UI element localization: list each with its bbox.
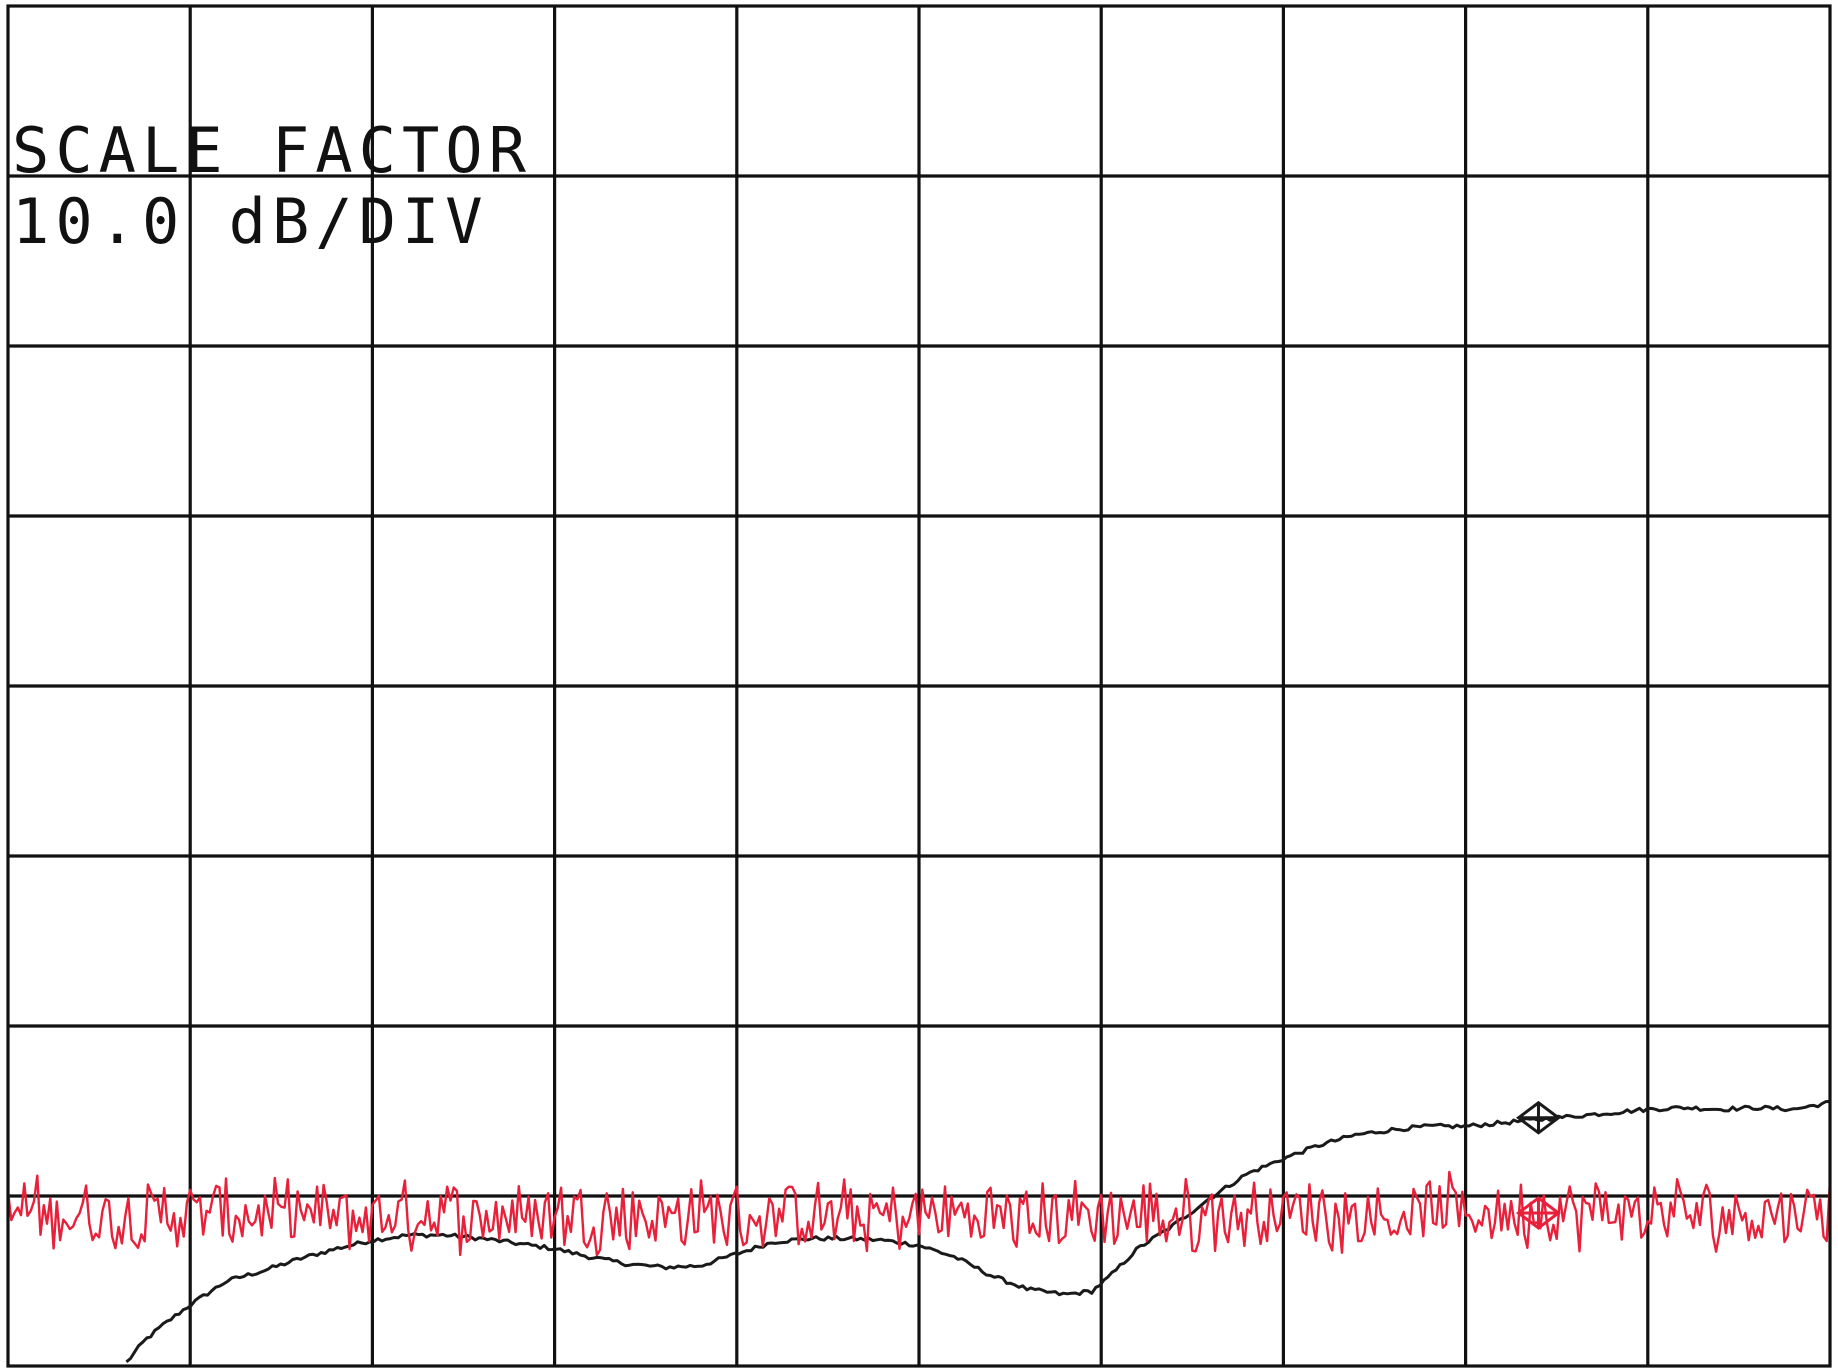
markers xyxy=(1515,1100,1561,1230)
marker-1 xyxy=(1515,1100,1561,1135)
trace-red xyxy=(6,1170,1832,1257)
scale-factor-annotation: SCALE FACTOR 10.0 dB/DIV xyxy=(12,114,532,258)
graticule xyxy=(8,6,1830,1366)
plot-frame xyxy=(6,4,1832,1368)
marker-symbol xyxy=(1515,1100,1561,1135)
marker-symbol xyxy=(1515,1196,1561,1230)
scale-factor-value: 10.0 dB/DIV xyxy=(12,185,489,258)
marker-2 xyxy=(1515,1196,1561,1230)
scale-factor-title: SCALE FACTOR xyxy=(12,114,532,187)
